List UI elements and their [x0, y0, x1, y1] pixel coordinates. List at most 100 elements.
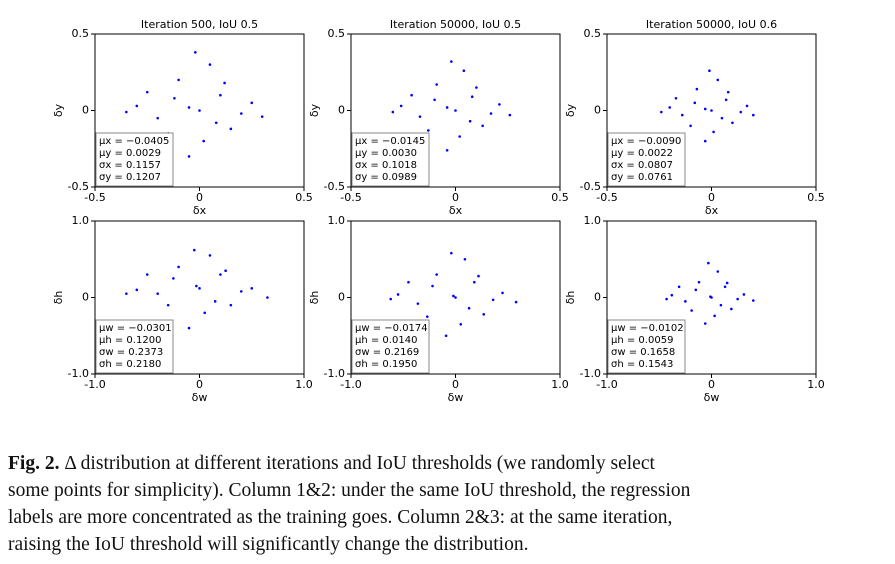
- y-tick-label: 1.0: [72, 214, 90, 227]
- x-tick-label: 0: [196, 378, 203, 391]
- point: [425, 315, 429, 318]
- x-tick-label: 0: [708, 191, 715, 204]
- y-tick-label: 0: [82, 104, 89, 117]
- y-tick-label: -1.0: [580, 367, 601, 380]
- y-axis-label: δy: [564, 103, 577, 117]
- point: [219, 93, 222, 97]
- caption-line: some points for simplicity). Column 1&2:…: [8, 480, 691, 501]
- point: [707, 261, 710, 265]
- y-tick-label: 0: [338, 291, 345, 304]
- point: [690, 309, 693, 312]
- point: [125, 292, 128, 295]
- x-tick-label: -1.0: [596, 378, 617, 391]
- point: [260, 115, 264, 118]
- point: [444, 334, 448, 338]
- point: [198, 287, 201, 290]
- point: [720, 116, 724, 120]
- point: [463, 257, 467, 261]
- point: [703, 139, 707, 143]
- y-tick-label: 0: [82, 291, 89, 304]
- x-tick-label: 0: [708, 378, 715, 391]
- point: [470, 95, 474, 99]
- point: [482, 313, 486, 316]
- point: [172, 277, 175, 280]
- point: [475, 86, 478, 89]
- point: [156, 116, 159, 120]
- x-tick-label: 1.0: [807, 378, 825, 391]
- point: [489, 112, 493, 115]
- point: [498, 103, 501, 106]
- point: [450, 60, 453, 63]
- y-axis-label: δh: [308, 291, 321, 305]
- x-tick-label: -0.5: [84, 191, 105, 204]
- stats-text: μy = 0.0030: [355, 148, 417, 159]
- point: [742, 293, 746, 296]
- point: [435, 83, 438, 86]
- point: [240, 112, 243, 115]
- y-tick-label: -0.5: [580, 180, 601, 193]
- point: [668, 106, 671, 109]
- point: [712, 130, 715, 134]
- point: [187, 326, 191, 330]
- stats-text: σx = 0.0807: [611, 160, 673, 171]
- caption-line: labels are more concentrated as the trai…: [8, 507, 673, 528]
- point: [445, 148, 449, 152]
- x-axis-label: δx: [705, 204, 719, 217]
- point: [458, 135, 461, 138]
- point: [724, 98, 728, 102]
- stats-text: μx = −0.0145: [355, 136, 425, 147]
- figure: -0.5 0 0.5 -0.5 0 0.5 Iteration 500, IoU 0.5 δx…: [52, 18, 825, 404]
- x-axis-label: δw: [192, 391, 208, 404]
- y-tick-label: 0: [338, 104, 345, 117]
- stats-text: σx = 0.1157: [99, 160, 161, 171]
- point: [501, 291, 504, 295]
- point: [427, 129, 430, 132]
- point: [208, 63, 212, 66]
- point: [745, 104, 749, 108]
- stats-text: μh = 0.1200: [99, 335, 161, 346]
- point: [145, 273, 149, 276]
- stats-text: σy = 0.0989: [355, 172, 417, 183]
- y-tick-label: 0.5: [584, 27, 602, 40]
- point: [410, 93, 413, 97]
- point: [208, 254, 212, 257]
- point: [214, 121, 218, 125]
- y-tick-label: -0.5: [68, 180, 89, 193]
- caption-line: Fig. 2. Δ distribution at different iter…: [8, 450, 888, 477]
- point: [219, 273, 222, 276]
- y-axis-label: δh: [52, 291, 65, 305]
- point: [708, 69, 711, 73]
- caption-line: raising the IoU threshold will significa…: [8, 534, 529, 555]
- stats-text: σh = 0.1543: [611, 359, 673, 370]
- caption: Fig. 2. Δ distribution at different iter…: [8, 450, 888, 558]
- y-axis-label: δh: [564, 291, 577, 305]
- point: [187, 106, 191, 109]
- y-axis-label: δy: [52, 103, 65, 117]
- point: [450, 251, 453, 255]
- point: [694, 288, 698, 292]
- point: [213, 300, 217, 303]
- point: [674, 96, 678, 100]
- stats-text: μw = −0.0102: [611, 323, 684, 334]
- point: [266, 296, 269, 299]
- point: [173, 96, 176, 100]
- x-tick-label: 0.5: [295, 191, 313, 204]
- point: [680, 113, 684, 117]
- point: [730, 307, 733, 311]
- stats-text: μh = 0.0140: [355, 335, 417, 346]
- stats-text: μy = 0.0022: [611, 148, 673, 159]
- stats-text: σh = 0.1950: [355, 359, 417, 370]
- point: [508, 113, 512, 117]
- point: [684, 300, 687, 303]
- point: [462, 69, 466, 73]
- point: [731, 121, 734, 125]
- stats-text: μy = 0.0029: [99, 148, 161, 159]
- point: [467, 306, 471, 310]
- point: [224, 269, 227, 273]
- point: [177, 265, 180, 269]
- stats-text: σh = 0.2180: [99, 359, 161, 370]
- x-tick-label: -1.0: [84, 378, 105, 391]
- point: [693, 101, 697, 105]
- x-axis-label: δw: [448, 391, 464, 404]
- x-tick-label: 0: [196, 191, 203, 204]
